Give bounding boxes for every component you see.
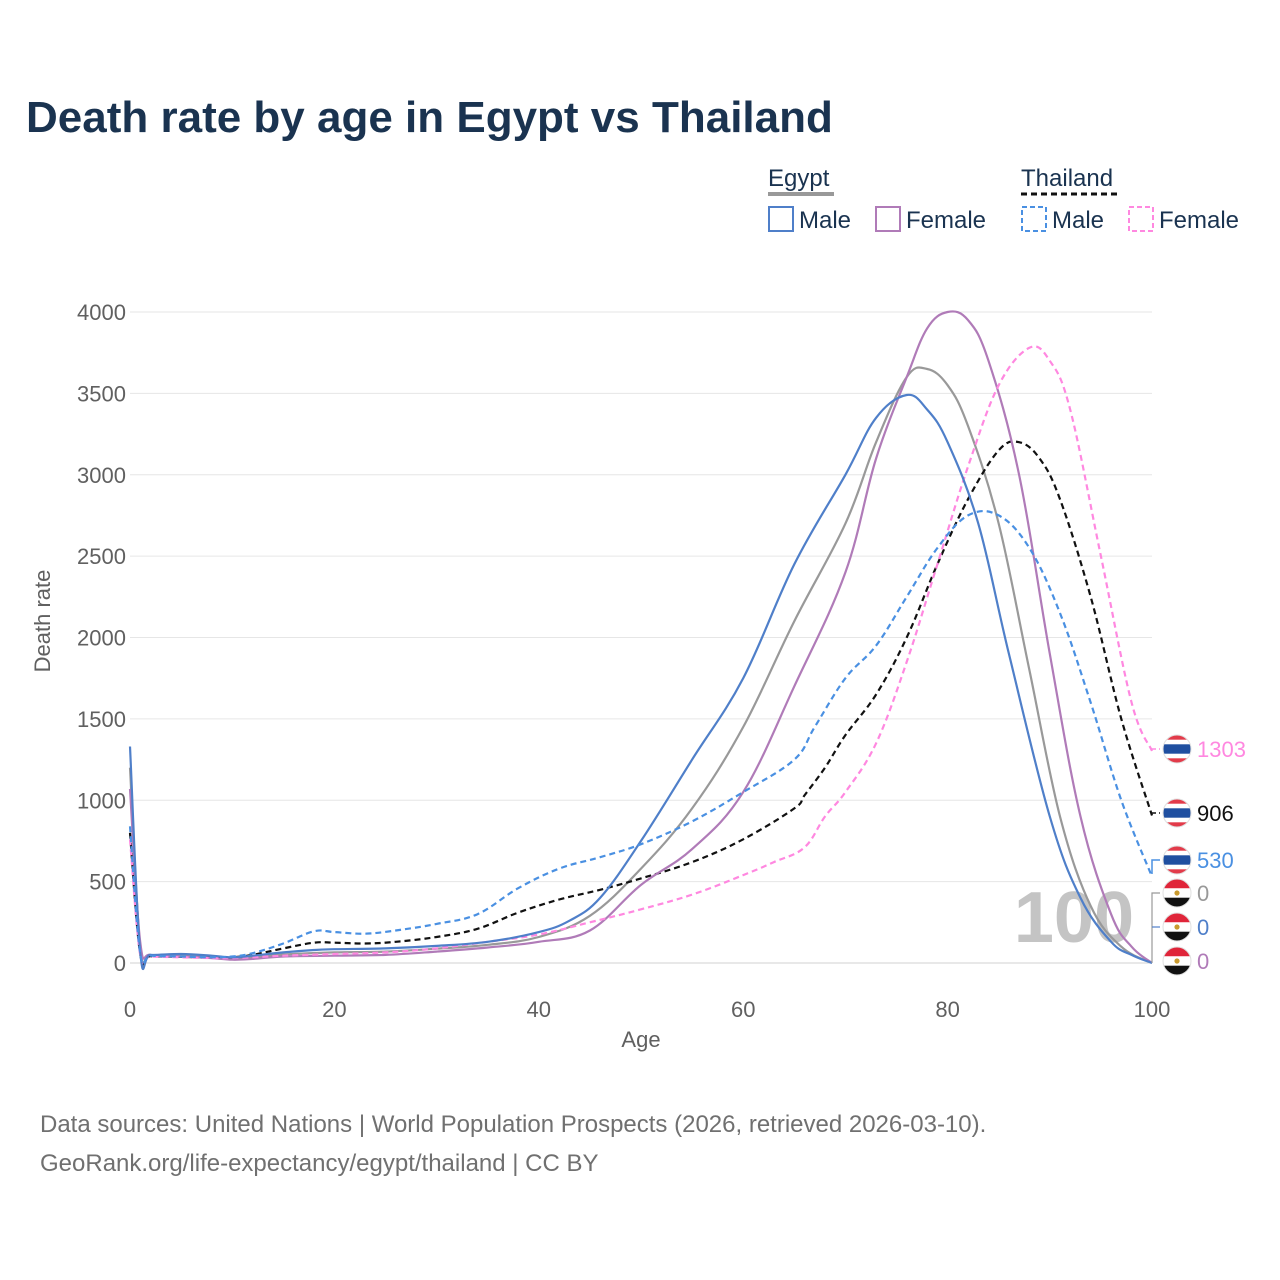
series-line-egypt-female[interactable] xyxy=(128,310,1153,964)
x-tick-label: 0 xyxy=(124,997,136,1022)
legend-egypt-female-icon[interactable] xyxy=(875,206,901,232)
y-tick-label: 1500 xyxy=(77,707,126,732)
series-line-egypt-total[interactable] xyxy=(128,366,1153,965)
x-tick-label: 80 xyxy=(935,997,959,1022)
end-label-egypt-total: 0 xyxy=(1197,881,1209,906)
y-tick-label: 4000 xyxy=(77,300,126,325)
legend-egypt-male-icon[interactable] xyxy=(768,206,794,232)
x-tick-label: 60 xyxy=(731,997,755,1022)
series-line-egypt-male[interactable] xyxy=(128,393,1153,971)
legend-thailand-male-icon[interactable] xyxy=(1021,206,1047,232)
chart-title: Death rate by age in Egypt vs Thailand xyxy=(26,93,833,142)
legend-egypt-male-label[interactable]: Male xyxy=(799,207,851,234)
legend-thailand-male-label[interactable]: Male xyxy=(1052,207,1104,234)
connector-thailand-male xyxy=(1151,859,1160,874)
y-tick-label: 0 xyxy=(114,951,126,976)
source-line-2[interactable]: GeoRank.org/life-expectancy/egypt/thaila… xyxy=(40,1150,599,1177)
end-labels: 1303 906 530 0 0 0 xyxy=(1151,734,1246,976)
y-tick-label: 2000 xyxy=(77,626,126,651)
y-tick-label: 1000 xyxy=(77,788,126,813)
end-label-egypt-female: 0 xyxy=(1197,949,1209,974)
x-tick-label: 20 xyxy=(322,997,346,1022)
flag-icon-thailand xyxy=(1162,798,1192,828)
legend-group-egypt: Egypt xyxy=(768,165,830,192)
legend-thailand-female-icon[interactable] xyxy=(1128,206,1154,232)
flag-icon-thailand xyxy=(1162,734,1192,764)
flag-icon-thailand xyxy=(1162,845,1192,875)
x-tick-label: 100 xyxy=(1134,997,1171,1022)
flag-icon-egypt xyxy=(1162,912,1192,942)
x-axis-title: Age xyxy=(621,1027,660,1052)
series-layer xyxy=(128,310,1154,971)
x-tick-labels: 0 20 40 60 80 100 xyxy=(124,997,1170,1022)
y-tick-label: 500 xyxy=(89,870,126,895)
grid xyxy=(130,311,1152,964)
legend-egypt-female-label[interactable]: Female xyxy=(906,207,986,234)
y-tick-labels: 0 500 1000 1500 2000 2500 3000 3500 4000 xyxy=(77,300,126,976)
source-line-1: Data sources: United Nations | World Pop… xyxy=(40,1111,986,1138)
legend: Egypt Male Female Thailand Male Female xyxy=(768,165,1239,234)
y-tick-label: 2500 xyxy=(77,544,126,569)
series-line-thailand-female[interactable] xyxy=(128,345,1154,966)
series-line-thailand-male[interactable] xyxy=(128,509,1154,966)
legend-thailand-female-label[interactable]: Female xyxy=(1159,207,1239,234)
y-tick-label: 3000 xyxy=(77,463,126,488)
y-axis-title: Death rate xyxy=(30,570,55,673)
flag-icon-egypt xyxy=(1162,878,1192,908)
end-label-thailand-male: 530 xyxy=(1197,848,1234,873)
y-tick-label: 3500 xyxy=(77,381,126,406)
legend-group-thailand: Thailand xyxy=(1021,165,1113,192)
x-tick-label: 40 xyxy=(527,997,551,1022)
flag-icon-egypt xyxy=(1162,946,1192,976)
connector-egypt-total xyxy=(1151,892,1160,963)
end-label-thailand-female: 1303 xyxy=(1197,737,1246,762)
end-label-egypt-male: 0 xyxy=(1197,915,1209,940)
series-line-thailand-total[interactable] xyxy=(128,440,1154,966)
end-label-thailand-total: 906 xyxy=(1197,801,1234,826)
